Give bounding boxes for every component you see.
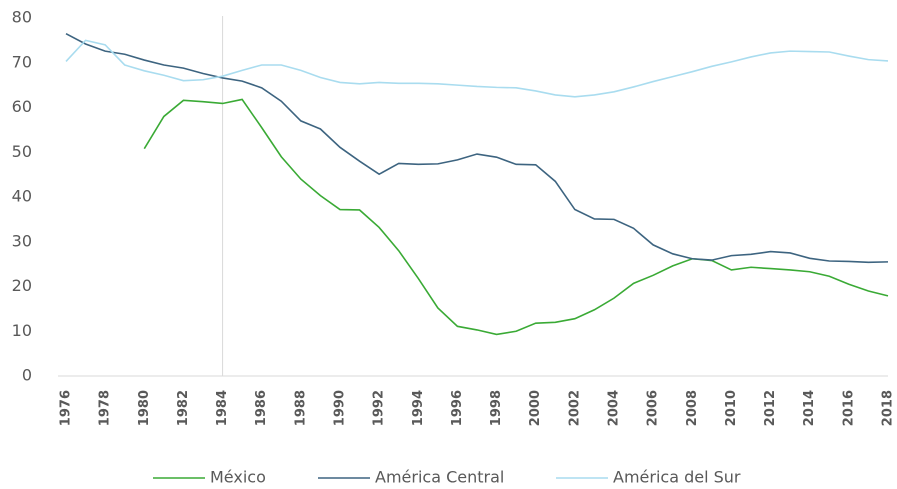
y-tick-label: 60: [12, 97, 32, 116]
y-tick-label: 40: [12, 187, 32, 206]
x-tick-label: 2008: [685, 390, 700, 426]
series-line: [65, 39, 889, 98]
x-tick-label: 2000: [528, 390, 543, 426]
x-tick-label: 1994: [411, 390, 426, 426]
x-tick-label: 2014: [802, 390, 817, 426]
x-tick-label: 1992: [372, 390, 387, 426]
x-tick-label: 1988: [293, 390, 308, 426]
x-tick-label: 2002: [567, 390, 582, 426]
x-tick-label: 2006: [646, 390, 661, 426]
x-tick-label: 1984: [215, 390, 230, 426]
y-tick-label: 20: [12, 276, 32, 295]
x-tick-label: 1982: [176, 390, 191, 426]
x-tick-label: 2012: [763, 390, 778, 426]
legend-label: América Central: [375, 468, 504, 487]
legend-label: México: [210, 468, 266, 487]
x-tick-label: 2010: [724, 390, 739, 426]
x-tick-label: 1980: [137, 390, 152, 426]
x-tick-label: 2004: [607, 390, 622, 426]
y-tick-label: 0: [22, 366, 32, 385]
y-tick-label: 30: [12, 231, 32, 250]
series-line: [143, 98, 889, 336]
x-tick-label: 1976: [59, 390, 74, 426]
series-line: [65, 32, 889, 264]
x-tick-label: 1986: [254, 390, 269, 426]
x-tick-label: 1978: [98, 390, 113, 426]
x-tick-label: 1996: [450, 390, 465, 426]
x-tick-label: 1990: [333, 390, 348, 426]
x-tick-label: 2016: [841, 390, 856, 426]
y-tick-label: 50: [12, 142, 32, 161]
legend-label: América del Sur: [613, 468, 741, 487]
y-tick-label: 10: [12, 321, 32, 340]
y-tick-label: 70: [12, 52, 32, 71]
y-tick-label: 80: [12, 8, 32, 27]
x-tick-label: 2018: [881, 390, 896, 426]
x-tick-label: 1998: [489, 390, 504, 426]
